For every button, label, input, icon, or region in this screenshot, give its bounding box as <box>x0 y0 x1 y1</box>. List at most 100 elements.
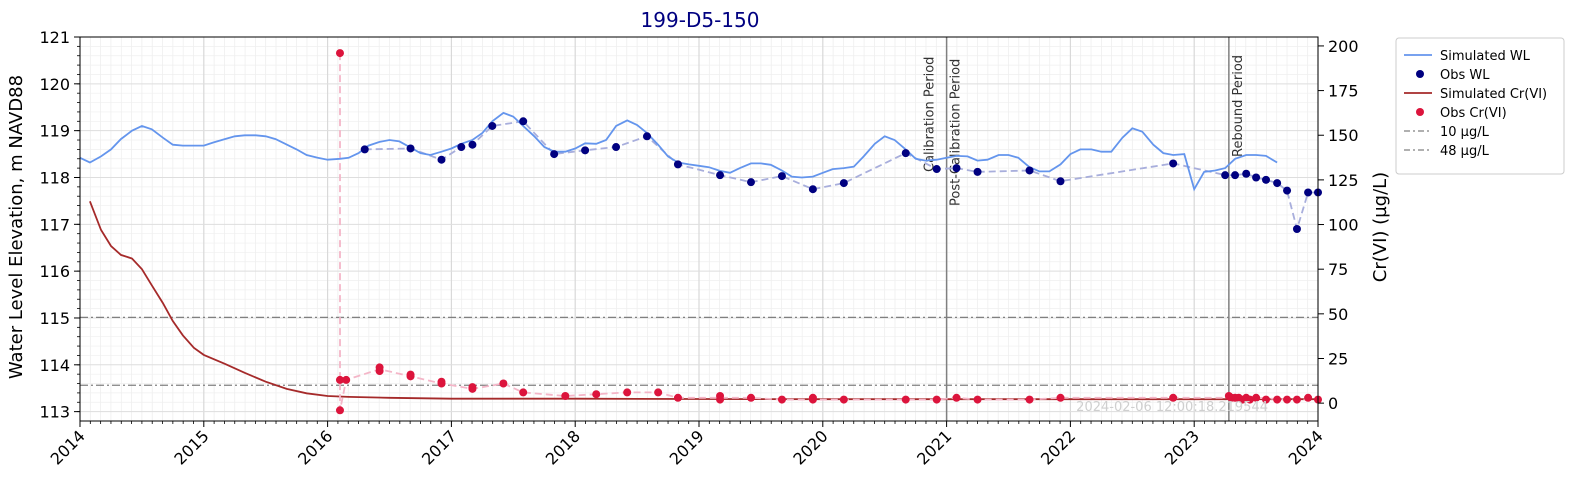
x-tick-label: 2016 <box>294 426 336 468</box>
left-y-tick-label: 118 <box>39 168 70 187</box>
legend-label: 48 µg/L <box>1440 144 1490 159</box>
obs-cr-vi-point <box>808 395 817 404</box>
legend-swatch <box>1416 70 1424 78</box>
right-y-axis-ticks: 0 25 50 75 100 125 150 175 200 <box>1318 37 1359 413</box>
obs-wl-point <box>1273 179 1282 188</box>
obs-wl-point <box>550 150 559 159</box>
obs-wl-point <box>457 143 466 152</box>
obs-cr-vi-point <box>437 377 446 386</box>
period-markers: Calibration Period Post-Calibration Perio… <box>923 37 1246 421</box>
left-y-tick-label: 116 <box>39 262 70 281</box>
obs-wl-point <box>952 164 961 173</box>
obs-cr-vi-point <box>1283 395 1292 404</box>
obs-wl-point <box>581 146 590 155</box>
obs-cr-vi-interpolated-line <box>339 53 1318 411</box>
legend-box <box>1395 37 1565 175</box>
x-tick-label: 2024 <box>1285 426 1327 468</box>
right-y-tick-label: 0 <box>1328 394 1338 413</box>
right-y-tick-label: 25 <box>1328 349 1348 368</box>
obs-cr-vi-point <box>932 395 941 404</box>
period-label: Rebound Period <box>1231 55 1246 157</box>
x-tick-label: 2017 <box>418 426 460 468</box>
legend-label: Obs Cr(VI) <box>1440 106 1507 121</box>
obs-cr-vi-point <box>335 49 344 58</box>
right-y-tick-label: 50 <box>1328 305 1348 324</box>
obs-wl-point <box>406 144 415 153</box>
timestamp-label: 2024-02-06 12:00:18.219544 <box>1076 400 1268 415</box>
obs-wl-point <box>839 179 848 188</box>
obs-cr-vi-point <box>1292 395 1301 404</box>
obs-cr-vi-point <box>342 375 351 384</box>
obs-cr-vi-point <box>592 390 601 399</box>
obs-cr-vi-point <box>1262 395 1271 404</box>
left-y-tick-label: 119 <box>39 122 70 141</box>
obs-cr-vi-point <box>654 388 663 397</box>
left-y-tick-label: 115 <box>39 309 70 328</box>
obs-wl-point <box>1056 177 1065 186</box>
x-tick-label: 2023 <box>1161 426 1203 468</box>
obs-cr-vi-point <box>561 391 570 400</box>
chart-title: 199-D5-150 <box>641 8 760 32</box>
right-y-tick-label: 125 <box>1328 171 1359 190</box>
obs-cr-vi-point <box>777 395 786 404</box>
left-y-tick-label: 117 <box>39 215 70 234</box>
obs-wl-point <box>468 140 477 149</box>
left-y-axis-label: Water Level Elevation, m NAVD88 <box>6 75 27 379</box>
obs-wl-point <box>643 132 652 141</box>
obs-wl-point <box>716 171 725 180</box>
series-layer <box>79 49 1322 415</box>
obs-cr-vi-point <box>1304 393 1313 402</box>
legend-label: 10 µg/L <box>1440 125 1490 140</box>
obs-wl-point <box>673 160 682 169</box>
obs-cr-vi-point <box>468 383 477 392</box>
obs-cr-vi-point <box>716 395 725 404</box>
legend-label: Simulated Cr(VI) <box>1440 87 1547 102</box>
obs-wl-point <box>777 172 786 181</box>
period-label: Calibration Period <box>923 57 938 172</box>
simulated-cr-vi-line <box>89 200 1318 401</box>
left-y-tick-label: 120 <box>39 75 70 94</box>
legend-label: Obs WL <box>1440 68 1490 83</box>
obs-cr-vi-point <box>499 379 508 388</box>
right-y-tick-label: 150 <box>1328 126 1359 145</box>
obs-wl-point <box>1283 186 1292 195</box>
obs-wl-point <box>808 185 817 194</box>
right-y-axis-label: Cr(VI) (µg/L) <box>1370 172 1391 282</box>
legend-swatch <box>1416 108 1424 116</box>
left-y-tick-label: 121 <box>39 28 70 47</box>
left-y-axis-ticks: 113 114 115 116 117 118 119 120 121 <box>39 28 80 422</box>
legend-label: Simulated WL <box>1440 49 1531 64</box>
obs-cr-vi-point <box>746 393 755 402</box>
x-tick-label: 2020 <box>789 426 831 468</box>
x-tick-label: 2018 <box>542 426 584 468</box>
obs-wl-point <box>519 117 528 126</box>
obs-wl-point <box>1025 166 1034 175</box>
left-y-tick-label: 113 <box>39 403 70 422</box>
obs-wl-point <box>901 149 910 158</box>
simulated-wl-line <box>79 111 1278 192</box>
right-y-tick-label: 100 <box>1328 216 1359 235</box>
right-y-tick-label: 175 <box>1328 82 1359 101</box>
obs-cr-vi-point <box>901 395 910 404</box>
obs-cr-vi-point <box>335 375 344 384</box>
obs-wl-point <box>1242 169 1251 178</box>
x-tick-label: 2019 <box>666 426 708 468</box>
obs-cr-vi-point <box>1169 393 1178 402</box>
obs-wl-point <box>1231 171 1240 180</box>
obs-cr-vi-point <box>335 406 344 415</box>
obs-wl-point <box>612 143 621 152</box>
obs-cr-vi-point <box>673 393 682 402</box>
obs-wl-point <box>1252 173 1261 182</box>
right-y-tick-label: 200 <box>1328 37 1359 56</box>
obs-cr-vi-point <box>375 363 384 372</box>
obs-wl-point <box>746 178 755 187</box>
obs-wl-point <box>973 167 982 176</box>
legend: Simulated WL Obs WL Simulated Cr(VI) Obs Cr… <box>1395 37 1565 175</box>
obs-wl-point <box>1221 171 1230 180</box>
obs-cr-vi-point <box>1056 393 1065 402</box>
obs-cr-vi-point <box>839 395 848 404</box>
obs-wl-point <box>1292 225 1301 233</box>
obs-cr-vi-point <box>1252 393 1261 402</box>
x-tick-label: 2015 <box>170 426 212 468</box>
